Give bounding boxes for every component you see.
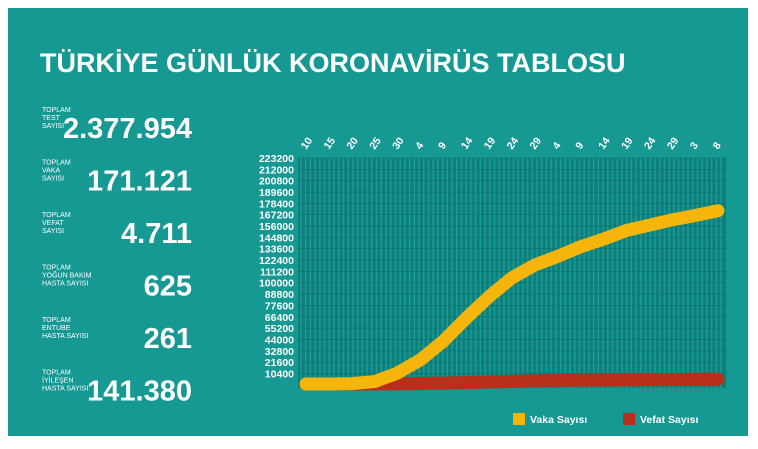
stat-label: SAYISI [42, 176, 64, 183]
y-tick-label: 167200 [259, 210, 294, 222]
y-tick-label: 223200 [259, 153, 294, 165]
y-tick-label: 88800 [265, 289, 294, 301]
stat-label: ENTUBE [42, 325, 71, 332]
y-tick-label: 55200 [265, 323, 294, 335]
stat-label: HASTA SAYISI [42, 386, 88, 393]
stat-label: HASTA SAYISI [42, 281, 88, 288]
y-tick-label: 189600 [259, 187, 294, 199]
stat-label: VAKA [42, 168, 60, 175]
stat-label: TOPLAM [42, 160, 71, 167]
stat-value: 141.380 [87, 376, 192, 408]
y-tick-label: 100000 [259, 278, 294, 290]
stat-label: TOPLAM [42, 317, 71, 324]
y-tick-label: 10400 [265, 368, 294, 380]
y-tick-label: 44000 [265, 334, 294, 346]
y-tick-label: 144800 [259, 232, 294, 244]
legend-label: Vaka Sayısı [530, 414, 587, 426]
stat-label: TEST [42, 115, 61, 122]
legend-swatch [513, 413, 525, 425]
stat-value: 261 [144, 323, 192, 355]
legend-swatch [623, 413, 635, 425]
y-tick-label: 122400 [259, 255, 294, 267]
stat-label: SAYISI [42, 228, 64, 235]
stat-value: 2.377.954 [63, 113, 192, 145]
stat-label: YOĞUN BAKIM [42, 271, 92, 280]
stat-label: TOPLAM [42, 370, 71, 377]
legend-label: Vefat Sayısı [640, 414, 698, 426]
y-tick-label: 212000 [259, 164, 294, 176]
stat-label: SAYISI [42, 123, 64, 130]
infographic: TÜRKİYE GÜNLÜK KORONAVİRÜS TABLOSU TOPLA… [0, 0, 758, 444]
y-tick-label: 21600 [265, 357, 294, 369]
y-tick-label: 200800 [259, 176, 294, 188]
stat-label: HASTA SAYISI [42, 333, 88, 340]
y-tick-label: 32800 [265, 346, 294, 358]
stat-label: TOPLAM [42, 265, 71, 272]
stat-value: 171.121 [87, 166, 192, 198]
y-tick-label: 133600 [259, 244, 294, 256]
stat-label: TOPLAM [42, 212, 71, 219]
y-tick-label: 77600 [265, 300, 294, 312]
title: TÜRKİYE GÜNLÜK KORONAVİRÜS TABLOSU [40, 48, 626, 78]
stat-value: 4.711 [121, 218, 192, 250]
stat-label: İYİLEŞEN [42, 376, 74, 385]
y-tick-label: 156000 [259, 221, 294, 233]
y-tick-label: 111200 [260, 266, 294, 278]
y-tick-label: 66400 [265, 312, 294, 324]
stat-label: VEFAT [42, 220, 64, 227]
y-tick-label: 178400 [259, 198, 294, 210]
stat-value: 625 [144, 271, 192, 303]
